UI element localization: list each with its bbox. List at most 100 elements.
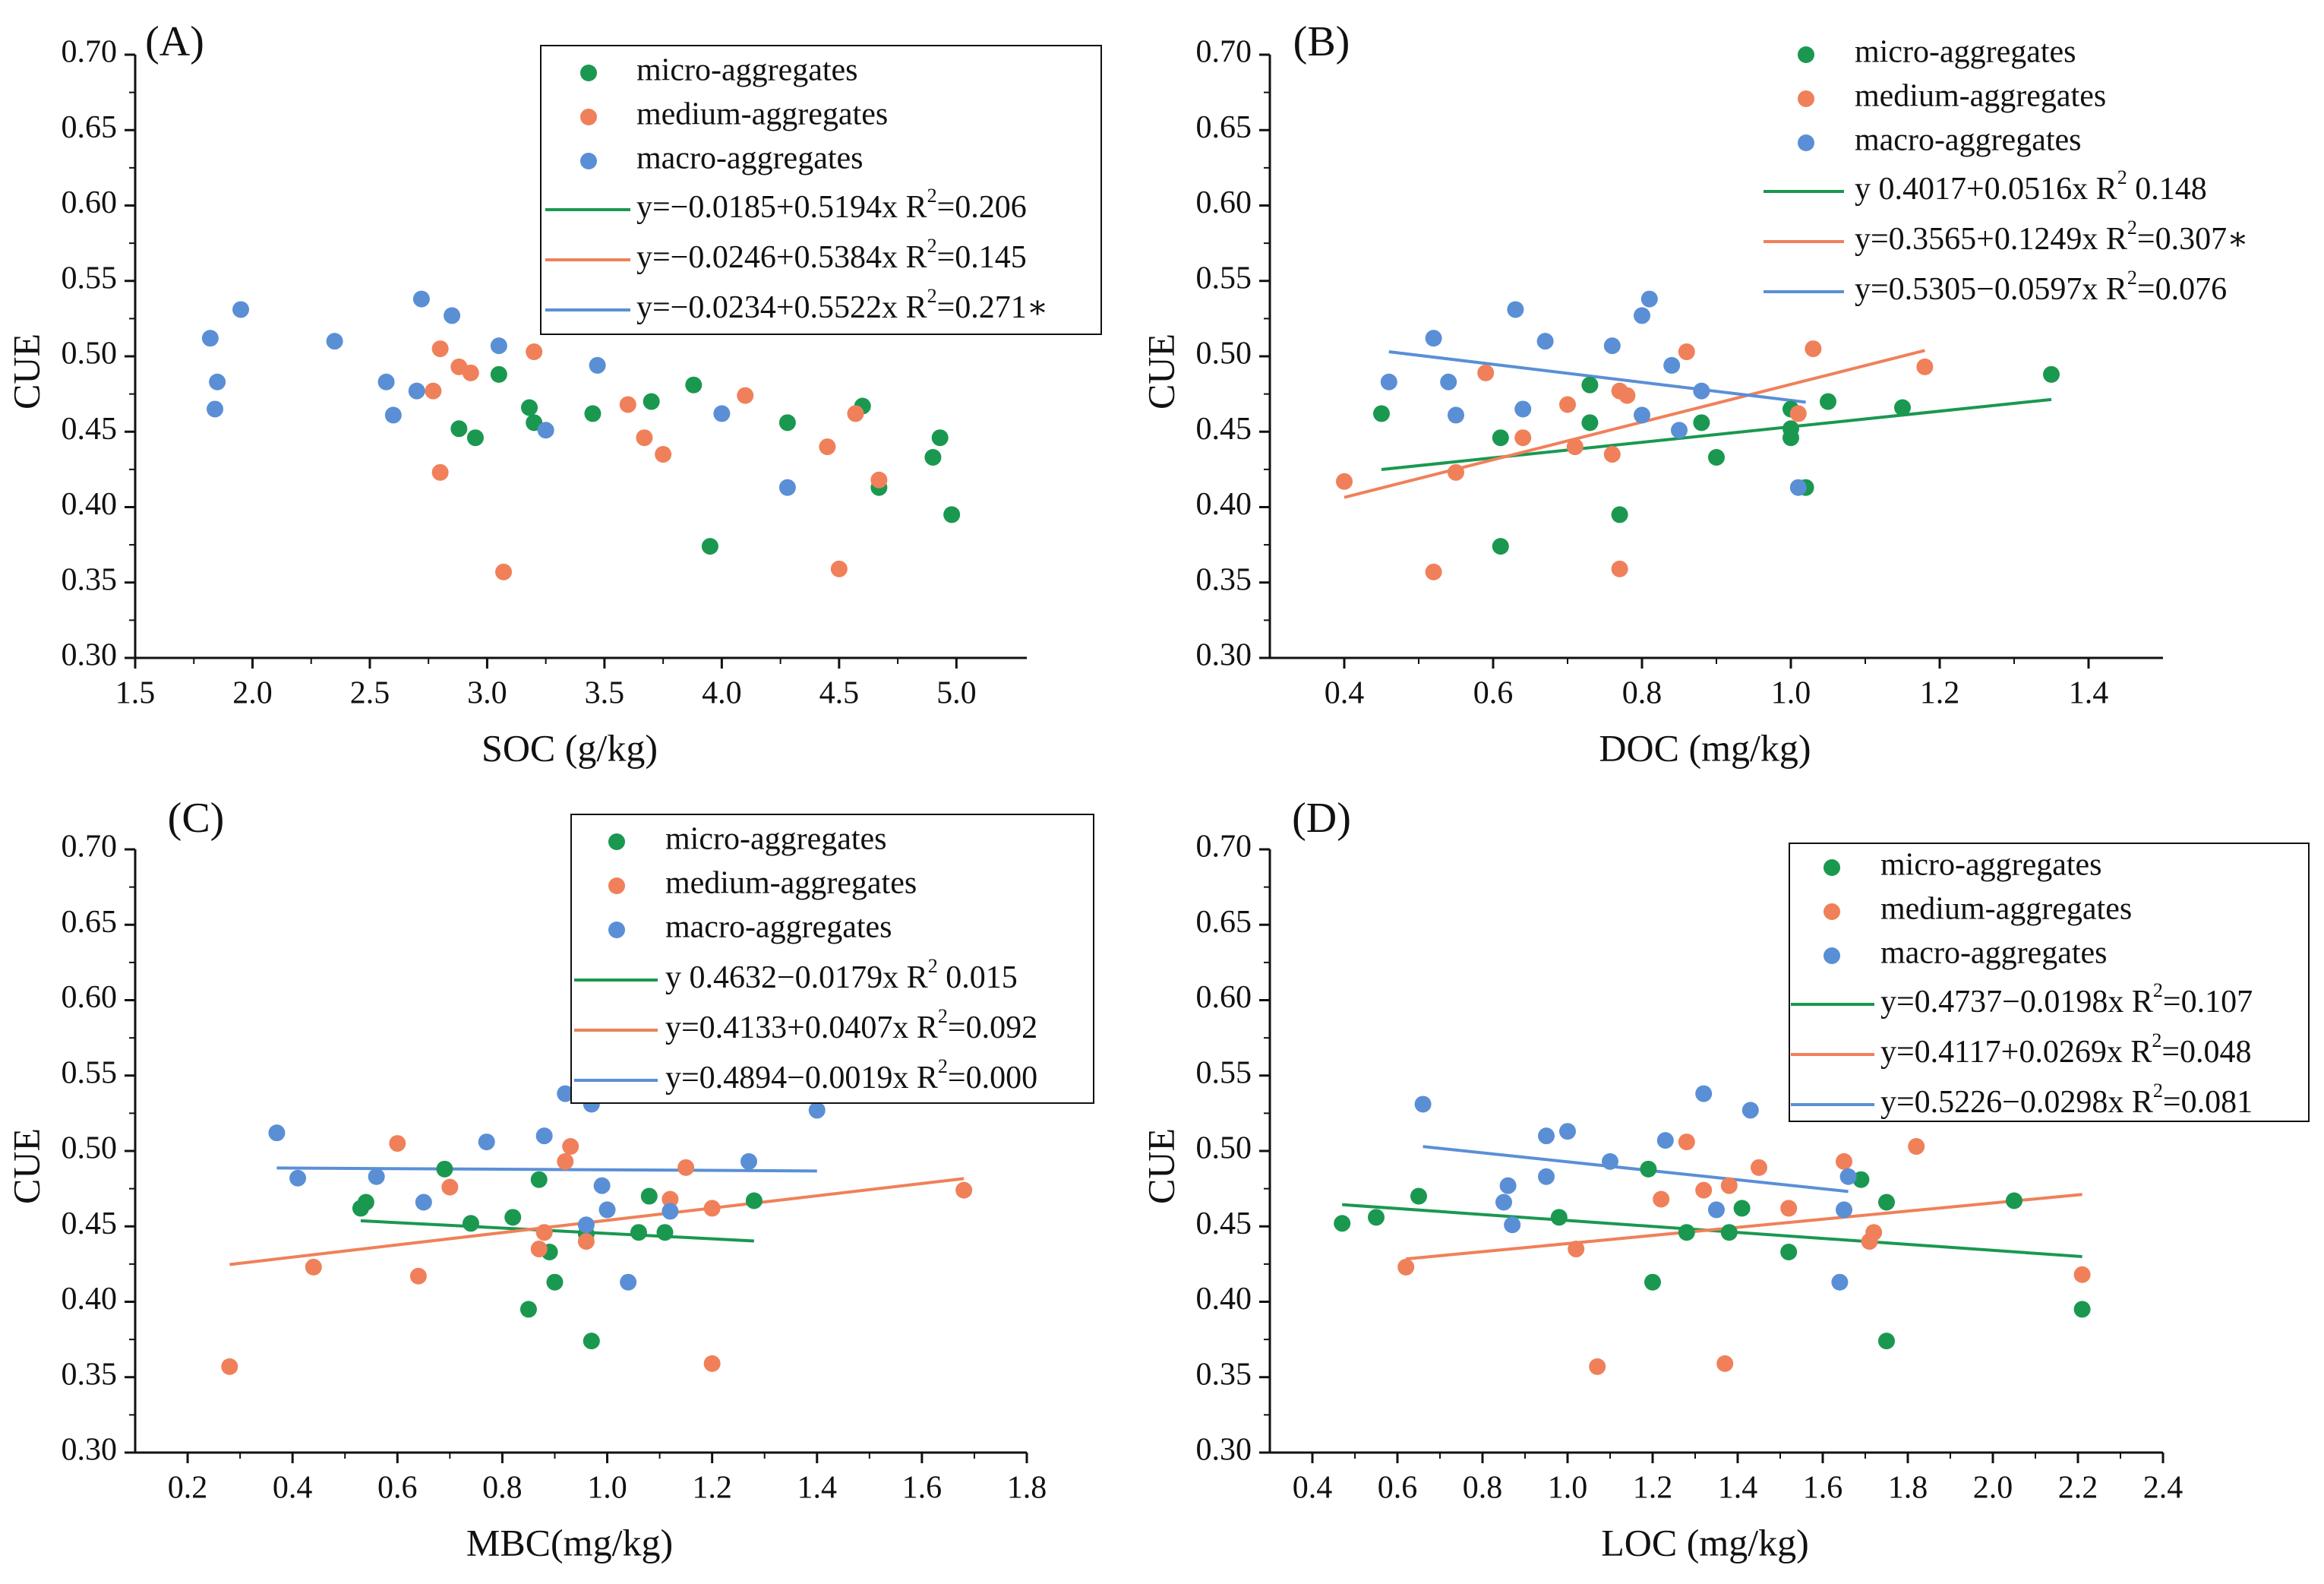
micro-point [519,1301,537,1318]
y-tick-label: 0.50 [1196,1131,1252,1166]
fit-equation-text: y=−0.0234+0.5522x R [636,290,927,325]
r-squared-value: =0.076 [2137,272,2227,307]
r-squared-superscript: 2 [938,1005,948,1027]
micro-point [1644,1273,1661,1291]
macro-point [444,307,461,324]
legend: micro-aggregates medium-aggregates macro-a… [1789,843,2310,1122]
x-tick-label: 0.8 [1463,1471,1503,1506]
y-tick-label: 0.65 [62,905,118,940]
macro-legend-marker [1798,134,1814,151]
macro-point [1634,307,1650,324]
x-tick-label: 1.8 [1888,1471,1928,1506]
micro-point [1492,538,1509,555]
y-tick-label: 0.35 [1196,1357,1252,1392]
micro-point [745,1192,763,1209]
macro-point [662,1203,679,1220]
y-tick-label: 0.50 [1196,337,1252,371]
medium-point [703,1355,721,1372]
medium-legend-marker [580,109,597,125]
panel-label: (D) [1292,795,1351,842]
x-tick-label: 0.4 [1325,676,1365,711]
macro-legend-label: macro-aggregates [636,141,864,176]
y-tick-label: 0.65 [62,110,118,145]
micro-point [1410,1187,1427,1205]
x-tick-label: 1.4 [2069,676,2109,711]
macro-point [1656,1132,1674,1149]
x-tick-label: 1.2 [1633,1471,1673,1506]
micro-point [685,376,703,394]
medium-fit-line [1406,1193,2082,1261]
y-tick-label: 0.70 [1196,35,1252,70]
macro-fit-equation: y=0.5226−0.0298x R2=0.081 [1880,1080,2253,1120]
macro-point [232,301,250,318]
r-squared-superscript: 2 [2127,217,2137,239]
micro-fit-equation: y=−0.0185+0.5194x R2=0.206 [636,185,1027,225]
medium-point [1566,438,1584,456]
y-tick-label: 0.55 [1196,261,1252,296]
micro-legend-marker [580,65,597,81]
medium-point [1559,396,1576,413]
macro-legend-marker [608,922,625,938]
micro-point [436,1160,453,1178]
x-tick-label: 2.2 [2058,1471,2098,1506]
x-tick-label: 1.4 [1718,1471,1758,1506]
macro-point [1603,337,1621,355]
micro-point [656,1224,674,1241]
medium-point [1477,364,1495,381]
medium-point [819,438,836,456]
macro-point [1448,406,1464,424]
macro-point [1514,400,1532,418]
macro-point [1380,373,1397,390]
medium-point [431,340,449,358]
macro-point [1831,1273,1849,1291]
r-squared-value: =0.092 [948,1010,1037,1045]
y-tick-label: 0.50 [62,337,118,371]
micro-point [1368,1209,1385,1226]
macro-point [207,400,224,418]
y-tick-label: 0.40 [1196,1282,1252,1317]
y-tick-label: 0.55 [62,1055,118,1090]
medium-point [1603,446,1621,463]
r-squared-superscript: 2 [938,1055,948,1077]
y-tick-label: 0.60 [62,980,118,1015]
y-tick-label: 0.40 [62,487,118,522]
y-axis-title: CUE [1139,1128,1182,1204]
medium-point [1805,340,1822,358]
panel-c: (C) 0.30 0.35 0.40 0.45 0.50 0.55 0.60 0.65 0.70 0… [5,795,1094,1563]
micro-point [1611,506,1628,523]
medium-point [221,1358,238,1375]
medium-point [389,1135,406,1152]
r-squared-superscript: 2 [2117,166,2127,188]
macro-fit-equation: y=0.4894−0.0019x R2=0.000 [665,1055,1037,1096]
macro-point [201,330,219,347]
macro-point [415,1194,432,1211]
macro-point [778,479,796,496]
micro-point [583,1333,600,1350]
r-squared-value: 0.015 [938,960,1018,995]
medium-point [562,1138,579,1156]
medium-legend-label: medium-aggregates [1855,79,2106,114]
micro-point [1373,405,1390,422]
medium-point [530,1241,548,1258]
micro-point [490,365,507,383]
micro-point [504,1209,522,1226]
medium-point [1865,1224,1883,1241]
medium-point [1836,1152,1852,1170]
micro-legend-label: micro-aggregates [1880,848,2102,883]
macro-point [1695,1085,1713,1102]
medium-point [1716,1355,1734,1372]
micro-point [640,1187,658,1205]
x-tick-label: 2.0 [232,676,273,711]
macro-legend-marker [1824,947,1840,964]
micro-point [1720,1224,1738,1241]
micro-point [1334,1215,1351,1232]
panel-b: (B) 0.30 0.35 0.40 0.45 0.50 0.55 0.60 0.65 0.70 0… [1139,18,2248,770]
macro-point [326,333,343,350]
macro-fit-line [1388,349,1806,404]
macro-point [1536,333,1554,350]
r-squared-superscript: 2 [2152,1029,2161,1051]
medium-point [1589,1358,1606,1375]
macro-point [740,1152,757,1170]
medium-point [409,1267,427,1285]
micro-point [1581,376,1599,394]
